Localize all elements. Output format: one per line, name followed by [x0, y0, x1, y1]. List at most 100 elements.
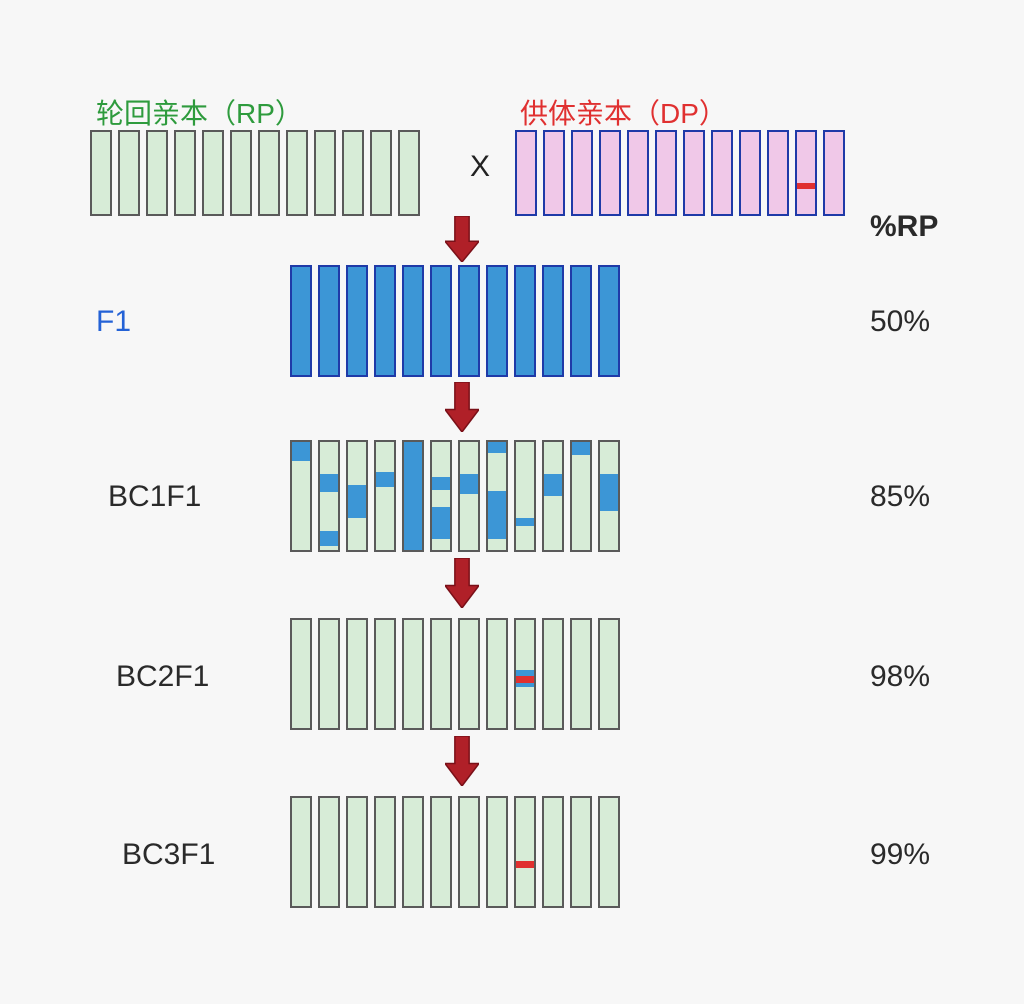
chromosome: [599, 130, 621, 216]
chromosome: [346, 796, 368, 908]
chromosome: [598, 796, 620, 908]
chromosome: [570, 265, 592, 377]
chromosome: [342, 130, 364, 216]
down-arrow-icon: [445, 382, 479, 432]
chromosome: [458, 265, 480, 377]
chromosome: [543, 130, 565, 216]
chromosome: [290, 265, 312, 377]
bc2-percent: 98%: [870, 660, 930, 694]
chromosome: [571, 130, 593, 216]
segment: [572, 442, 590, 455]
chromosome: [514, 796, 536, 908]
chromosome: [430, 440, 452, 552]
segment: [516, 861, 534, 869]
f1-percent: 50%: [870, 305, 930, 339]
segment: [460, 474, 478, 493]
chromosome: [598, 618, 620, 730]
segment: [544, 474, 562, 496]
chromosome: [290, 440, 312, 552]
down-arrow-icon: [445, 736, 479, 786]
cross-symbol: X: [470, 150, 490, 184]
bc3-percent: 99%: [870, 838, 930, 872]
bc2-label: BC2F1: [116, 660, 209, 694]
segment: [516, 518, 534, 527]
chromosome: [598, 265, 620, 377]
chromosome: [542, 796, 564, 908]
chromosome: [430, 796, 452, 908]
bc1-chrom-set: [290, 440, 620, 552]
chromosome: [374, 618, 396, 730]
chromosome: [711, 130, 733, 216]
segment: [432, 477, 450, 490]
segment: [348, 485, 366, 517]
chromosome: [402, 618, 424, 730]
chromosome: [570, 796, 592, 908]
chromosome: [655, 130, 677, 216]
chromosome: [598, 440, 620, 552]
chromosome: [570, 618, 592, 730]
chromosome: [346, 265, 368, 377]
f1-label: F1: [96, 305, 131, 339]
chromosome: [767, 130, 789, 216]
segment: [516, 676, 534, 682]
chromosome: [374, 440, 396, 552]
chromosome: [795, 130, 817, 216]
chromosome: [486, 796, 508, 908]
rp-chrom-set: [90, 130, 420, 216]
chromosome: [286, 130, 308, 216]
chromosome: [374, 796, 396, 908]
chromosome: [318, 265, 340, 377]
chromosome: [402, 440, 424, 552]
chromosome: [346, 618, 368, 730]
chromosome: [146, 130, 168, 216]
chromosome: [402, 796, 424, 908]
chromosome: [346, 440, 368, 552]
bc3-chrom-set: [290, 796, 620, 908]
chromosome: [318, 618, 340, 730]
chromosome: [542, 440, 564, 552]
chromosome: [118, 130, 140, 216]
chromosome: [486, 618, 508, 730]
segment: [432, 507, 450, 539]
segment: [320, 531, 338, 546]
chromosome: [514, 618, 536, 730]
chromosome: [683, 130, 705, 216]
chromosome: [486, 440, 508, 552]
chromosome: [430, 618, 452, 730]
chromosome: [515, 130, 537, 216]
chromosome: [739, 130, 761, 216]
chromosome: [514, 265, 536, 377]
segment: [320, 474, 338, 491]
chromosome: [258, 130, 280, 216]
chromosome: [230, 130, 252, 216]
rp-title: 轮回亲本（RP）: [96, 92, 303, 132]
chromosome: [430, 265, 452, 377]
segment: [292, 442, 310, 461]
segment: [797, 183, 815, 190]
dp-chrom-set: [515, 130, 845, 216]
chromosome: [398, 130, 420, 216]
segment: [488, 491, 506, 540]
chromosome: [318, 440, 340, 552]
chromosome: [290, 618, 312, 730]
chromosome: [542, 265, 564, 377]
chromosome: [514, 440, 536, 552]
dp-title: 供体亲本（DP）: [520, 92, 727, 132]
down-arrow-icon: [445, 216, 479, 262]
bc2-chrom-set: [290, 618, 620, 730]
chromosome: [486, 265, 508, 377]
chromosome: [458, 618, 480, 730]
segment: [376, 472, 394, 487]
down-arrow-icon: [445, 558, 479, 608]
bc3-label: BC3F1: [122, 838, 215, 872]
chromosome: [458, 796, 480, 908]
chromosome: [458, 440, 480, 552]
segment: [600, 474, 618, 511]
chromosome: [374, 265, 396, 377]
bc1-percent: 85%: [870, 480, 930, 514]
percent-rp-header: %RP: [870, 210, 938, 244]
segment: [404, 442, 422, 550]
chromosome: [823, 130, 845, 216]
chromosome: [290, 796, 312, 908]
chromosome: [202, 130, 224, 216]
